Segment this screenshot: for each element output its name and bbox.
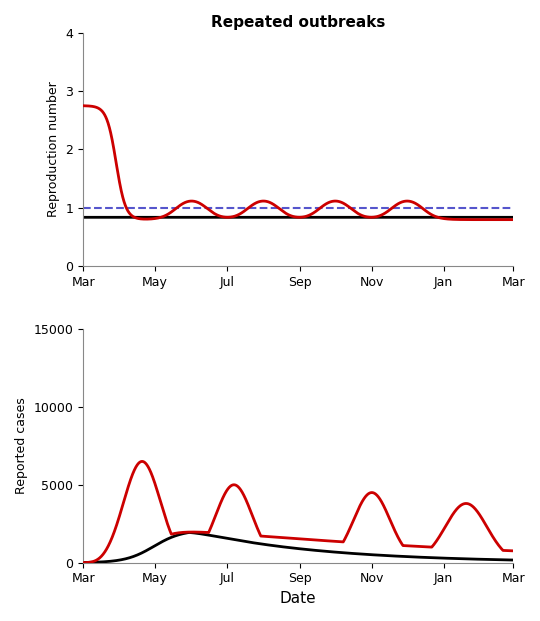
Y-axis label: Reported cases: Reported cases <box>15 397 28 494</box>
X-axis label: Date: Date <box>280 591 316 606</box>
Title: Repeated outbreaks: Repeated outbreaks <box>211 15 386 30</box>
Y-axis label: Reproduction number: Reproduction number <box>47 81 60 217</box>
